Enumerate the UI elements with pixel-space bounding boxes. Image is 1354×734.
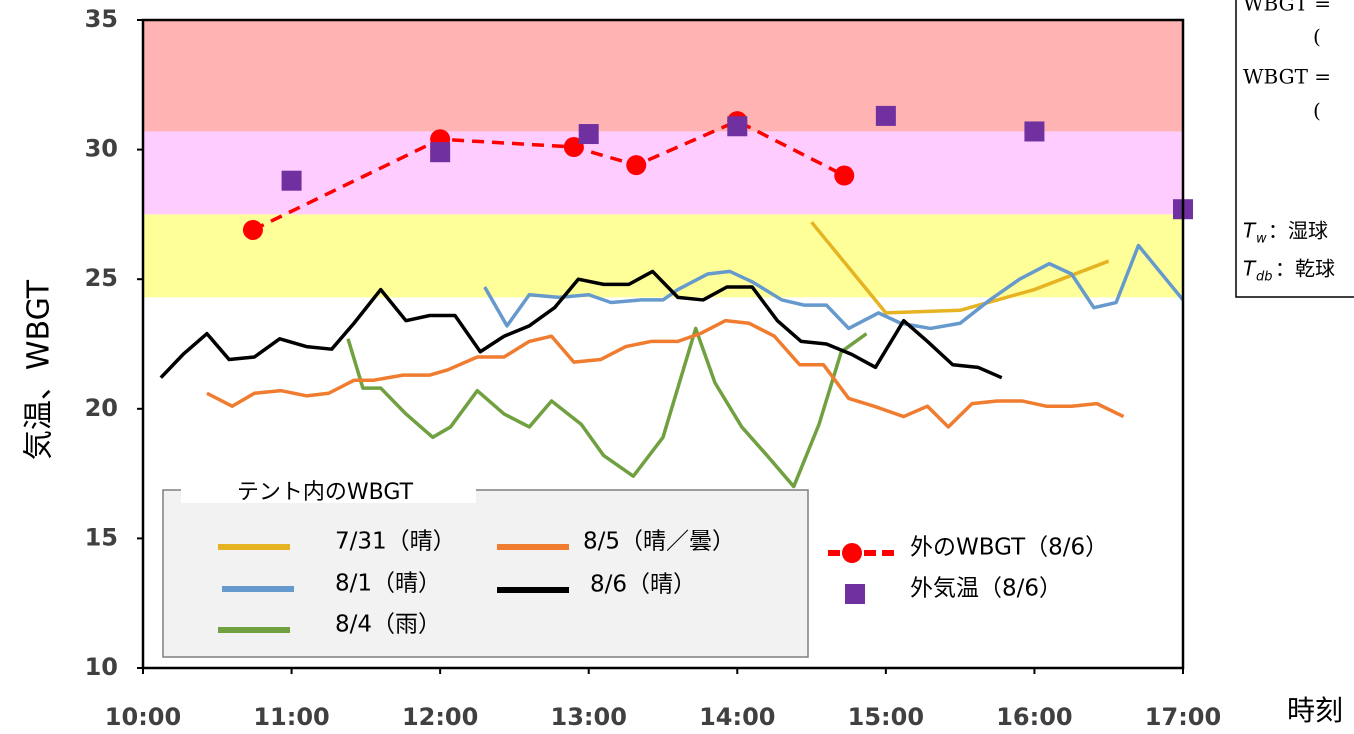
marker: [281, 170, 302, 191]
formula-box: [1235, 0, 1354, 298]
legend-label: 8/6（晴）: [590, 572, 696, 598]
formula: WBGT = ( WBGT = ( T w ：湿球 T db ：乾球: [1243, 0, 1335, 285]
legend-label: 8/4（雨）: [335, 612, 441, 638]
plot: [159, 105, 1193, 489]
formula-def: ：湿球: [1268, 219, 1328, 243]
legend-tab: [181, 463, 476, 503]
bands: [143, 20, 1183, 298]
marker: [242, 219, 263, 240]
marker: [1024, 121, 1045, 142]
marker: [834, 165, 855, 186]
plot-frame: [141, 18, 1185, 670]
marker: [845, 584, 865, 604]
legend-label: 外気温（8/6）: [910, 576, 1062, 602]
x-tick-label: 11:00: [253, 703, 329, 730]
y-tick-label: 20: [85, 394, 118, 422]
y-axis-label: 気温、WBGT: [22, 279, 57, 460]
y-tick-label: 30: [85, 135, 118, 163]
legend-label: 8/5（晴／曇）: [583, 529, 735, 555]
axes: 10 15 20 25 30 35 10:00 11:00 12:00 13:00 14:00 15:…: [85, 5, 1222, 731]
marker: [430, 142, 451, 163]
formula-def: ：乾球: [1275, 257, 1335, 281]
legend-title: テント内のWBGT: [237, 480, 414, 505]
formula-text: WBGT =: [1243, 0, 1331, 16]
band: [143, 214, 1183, 298]
marker: [626, 155, 647, 176]
legend-label: 8/1（晴）: [335, 571, 441, 597]
series-line: [483, 243, 1185, 331]
formula-symbol: T: [1243, 219, 1257, 243]
y-tick-label: 10: [85, 653, 118, 681]
x-axis-label: 時刻: [1287, 694, 1343, 727]
series-line: [810, 221, 1110, 315]
series-line: [159, 269, 1003, 380]
legend-label: 7/31（晴）: [335, 529, 456, 555]
marker: [842, 543, 862, 563]
x-tick-label: 15:00: [848, 703, 924, 730]
formula-text: (: [1313, 25, 1321, 49]
series-line: [346, 326, 868, 489]
marker: [875, 105, 896, 126]
legend-label: 外のWBGT（8/6）: [910, 535, 1108, 561]
y-tick-label: 35: [85, 5, 118, 33]
marker: [578, 124, 599, 145]
legend: 7/31（晴） 8/1（晴） 8/4（雨） 8/5（晴／曇） 8/6（晴） 外のWBGT（…: [218, 529, 1108, 638]
band: [143, 20, 1183, 132]
formula-text: (: [1313, 99, 1321, 123]
formula-sub: db: [1256, 270, 1273, 285]
y-tick-label: 25: [85, 264, 118, 292]
x-tick-label: 14:00: [699, 703, 775, 730]
x-tick-label: 12:00: [402, 703, 478, 730]
formula-text: WBGT =: [1243, 65, 1331, 89]
series-line: [206, 318, 1125, 429]
marker: [727, 116, 748, 137]
formula-symbol: T: [1243, 257, 1257, 281]
x-tick-label: 17:00: [1145, 703, 1221, 730]
x-tick-label: 13:00: [551, 703, 627, 730]
x-tick-label: 10:00: [105, 703, 181, 730]
x-tick-label: 16:00: [996, 703, 1072, 730]
y-tick-label: 15: [85, 523, 118, 551]
formula-sub: w: [1256, 232, 1267, 247]
